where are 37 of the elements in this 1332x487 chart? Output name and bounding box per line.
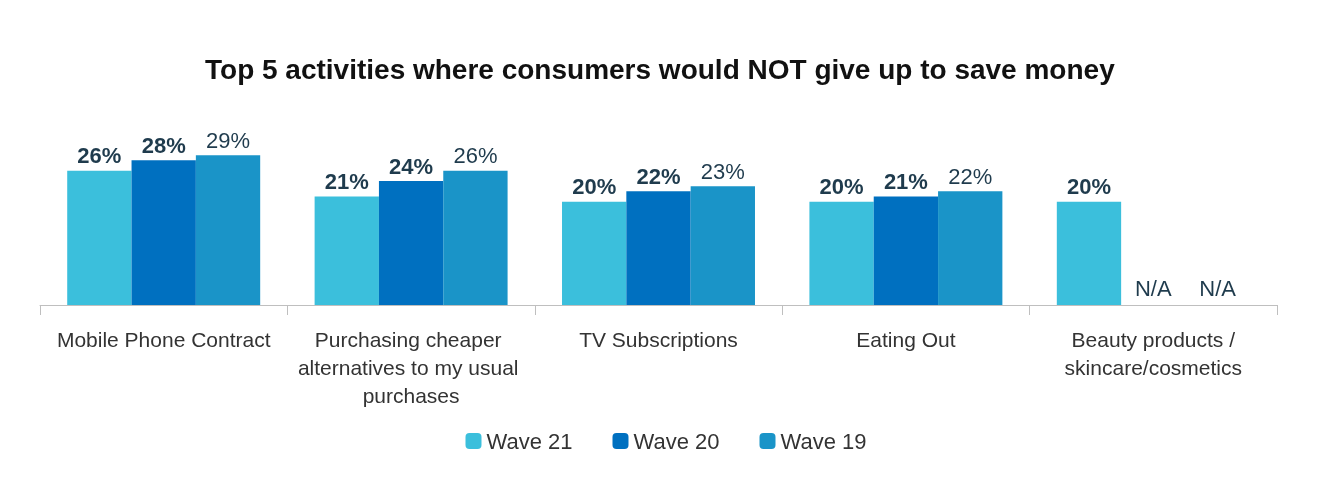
bar bbox=[562, 201, 627, 305]
data-label: 22% bbox=[948, 163, 993, 189]
data-label: 29% bbox=[206, 127, 251, 153]
data-label: 21% bbox=[324, 169, 369, 194]
legend-label: Wave 19 bbox=[780, 428, 867, 454]
bar bbox=[626, 191, 691, 305]
x-tick-label: Mobile Phone Contract bbox=[56, 327, 271, 351]
data-label: 20% bbox=[1066, 174, 1111, 200]
bar bbox=[378, 181, 444, 305]
text: N/A bbox=[1199, 275, 1236, 301]
legend-label: Wave 20 bbox=[633, 428, 720, 454]
bar bbox=[314, 196, 379, 305]
data-label: 28% bbox=[141, 132, 186, 158]
legend-label: Wave 21 bbox=[486, 428, 573, 454]
bar bbox=[938, 191, 1003, 305]
data-label: 22% bbox=[636, 163, 681, 189]
x-tick-label: TV Subscriptions bbox=[579, 327, 738, 351]
bar bbox=[67, 170, 132, 305]
text: N/A bbox=[1134, 275, 1172, 301]
data-label: 20% bbox=[572, 174, 617, 200]
bar bbox=[690, 186, 755, 305]
data-label: 26% bbox=[77, 143, 122, 169]
bar bbox=[873, 196, 939, 305]
x-tick-label: Eating Out bbox=[856, 327, 956, 351]
bar bbox=[443, 170, 508, 305]
chart-title: Top 5 activities where consumers would NOT give up to save money bbox=[205, 53, 1116, 85]
data-label: 26% bbox=[453, 143, 498, 169]
x-tick-label: Purchasing cheaper alternatives to my usual purchases bbox=[297, 327, 525, 407]
bar bbox=[1056, 201, 1122, 305]
data-label: 21% bbox=[883, 169, 928, 194]
bar bbox=[809, 201, 874, 305]
bar bbox=[131, 160, 196, 305]
x-tick-label: Beauty products /skincare/cosmetics bbox=[1064, 327, 1242, 379]
data-label: 20% bbox=[819, 174, 864, 200]
bar bbox=[195, 155, 261, 305]
data-label: 23% bbox=[700, 158, 745, 184]
data-label: 24% bbox=[389, 153, 434, 179]
